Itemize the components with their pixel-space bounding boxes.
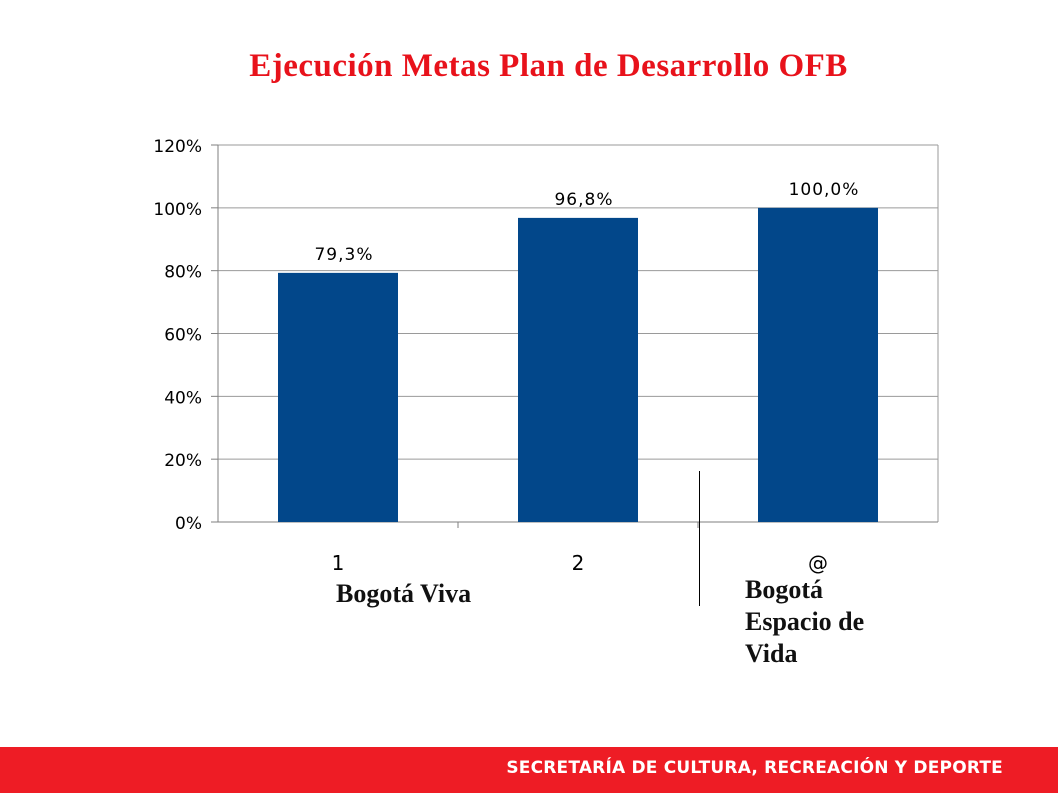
bar bbox=[518, 217, 638, 523]
data-label: 96,8% bbox=[554, 190, 613, 210]
y-tick-label: 20% bbox=[164, 451, 202, 471]
group-label-line: Bogotá bbox=[745, 575, 823, 604]
x-tick-label: 2 bbox=[572, 551, 585, 575]
footer-bar: SECRETARÍA DE CULTURA, RECREACIÓN Y DEPO… bbox=[0, 747, 1058, 793]
footer-text: SECRETARÍA DE CULTURA, RECREACIÓN Y DEPO… bbox=[506, 758, 1003, 778]
data-label: 100,0% bbox=[789, 180, 860, 200]
group-divider bbox=[699, 471, 700, 606]
group-label-bogota-espacio-de-vida: Bogotá Espacio de Vida bbox=[745, 574, 913, 670]
x-tick-label: @ bbox=[808, 551, 828, 575]
group-label-line: Vida bbox=[745, 639, 798, 668]
y-tick-label: 100% bbox=[153, 200, 202, 220]
x-tick-label: 1 bbox=[332, 551, 345, 575]
group-label-bogota-viva: Bogotá Viva bbox=[336, 579, 472, 608]
y-tick-label: 40% bbox=[164, 388, 202, 408]
y-tick-label: 80% bbox=[164, 263, 202, 283]
y-tick-label: 120% bbox=[153, 137, 202, 157]
bar bbox=[278, 272, 398, 522]
chart-title: Ejecución Metas Plan de Desarrollo OFB bbox=[249, 48, 848, 84]
bar bbox=[758, 207, 878, 523]
y-tick-label: 0% bbox=[175, 514, 202, 534]
group-label-line: Espacio de bbox=[745, 607, 865, 636]
data-label: 79,3% bbox=[314, 245, 373, 265]
y-tick-label: 60% bbox=[164, 326, 202, 346]
